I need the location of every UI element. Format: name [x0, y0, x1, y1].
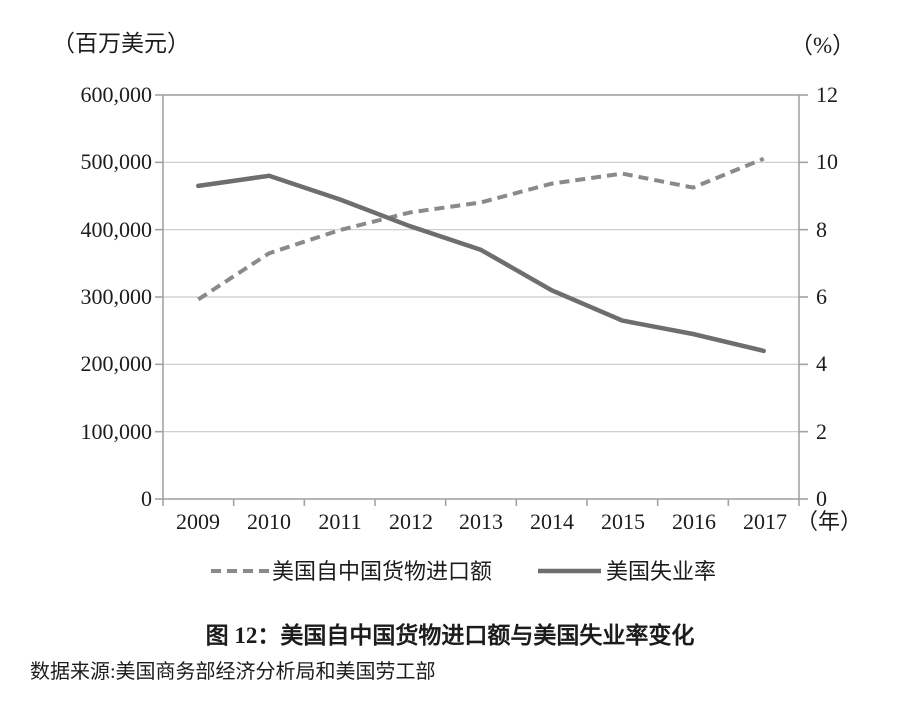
legend-imports-label: 美国自中国货物进口额 — [272, 559, 493, 584]
right-axis-tick-0: 0 — [816, 486, 827, 511]
right-axis-tick-12: 12 — [816, 82, 838, 107]
x-axis-tick-2016: 2016 — [672, 509, 716, 534]
right-axis-tick-6: 6 — [816, 284, 827, 309]
right-axis-tick-10: 10 — [816, 149, 838, 174]
legend-unemployment-label: 美国失业率 — [606, 559, 717, 584]
right-axis-tick-8: 8 — [816, 217, 827, 242]
left-axis-tick-600000: 600,000 — [80, 82, 153, 107]
unemployment-line-series — [196, 173, 766, 354]
left-axis-tick-300000: 300,000 — [80, 284, 153, 309]
left-axis-tick-100000: 100,000 — [80, 419, 153, 444]
right-axis-unit-label: （%） — [790, 33, 856, 58]
x-axis-tick-2010: 2010 — [247, 509, 291, 534]
x-axis-tick-2012: 2012 — [389, 509, 433, 534]
left-axis-tick-0: 0 — [141, 486, 152, 511]
x-axis-tick-2014: 2014 — [530, 509, 574, 534]
left-axis-unit-label: （百万美元） — [52, 31, 190, 56]
gridlines — [163, 161, 799, 433]
right-axis-tick-4: 4 — [816, 351, 827, 376]
data-source-note: 数据来源:美国商务部经济分析局和美国劳工部 — [30, 661, 436, 683]
left-axis-tick-200000: 200,000 — [80, 351, 153, 376]
left-axis-tick-500000: 500,000 — [80, 149, 153, 174]
x-axis-tick-2017: 2017 — [743, 509, 787, 534]
axis-tick-marks — [155, 94, 808, 506]
x-axis-tick-2011: 2011 — [318, 509, 362, 534]
x-axis-tick-2015: 2015 — [601, 509, 645, 534]
x-axis-tick-2009: 2009 — [176, 509, 220, 534]
figure-title: 图 12：美国自中国货物进口额与美国失业率变化 — [205, 623, 695, 648]
x-axis-tick-2013: 2013 — [459, 509, 503, 534]
left-axis-tick-400000: 400,000 — [80, 217, 153, 242]
x-axis-unit-label: （年） — [796, 509, 863, 534]
right-axis-tick-2: 2 — [816, 419, 827, 444]
